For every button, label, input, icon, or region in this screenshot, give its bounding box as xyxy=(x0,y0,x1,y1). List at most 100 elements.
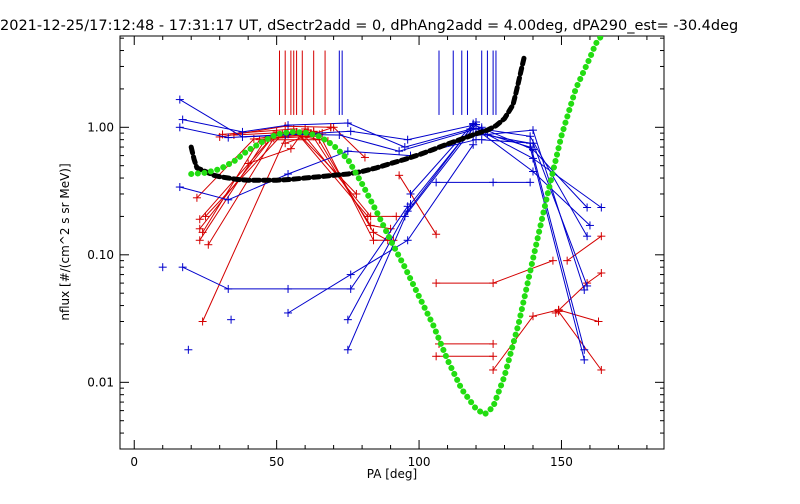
blue-data-point xyxy=(224,195,233,204)
blue-data-point xyxy=(284,121,293,130)
blue-series-line-27 xyxy=(182,119,474,148)
blue-data-point xyxy=(489,178,498,187)
plot-area xyxy=(158,36,606,418)
red-data-point xyxy=(369,228,378,237)
red-series-line-22 xyxy=(558,311,602,371)
y-tick-label: 0.10 xyxy=(87,248,114,262)
blue-data-point xyxy=(175,95,184,104)
blue-data-point xyxy=(343,147,352,156)
blue-data-point xyxy=(343,315,352,324)
blue-data-point xyxy=(284,308,293,317)
blue-data-point xyxy=(403,135,412,144)
red-data-point xyxy=(551,308,560,317)
blue-data-point xyxy=(400,212,409,221)
red-series-line-24 xyxy=(566,235,602,262)
blue-data-point xyxy=(395,147,404,156)
red-data-point xyxy=(395,171,404,180)
x-tick-label: 50 xyxy=(269,455,284,469)
red-data-point xyxy=(432,230,441,239)
red-data-point xyxy=(594,317,603,326)
blue-series-line-31 xyxy=(287,144,474,314)
red-data-point xyxy=(597,365,606,374)
blue-data-point xyxy=(580,355,589,364)
red-data-point xyxy=(192,193,201,202)
red-data-point xyxy=(198,317,207,326)
red-data-point xyxy=(489,352,498,361)
red-data-point xyxy=(392,212,401,221)
red-data-point xyxy=(218,130,227,139)
green-fit-curve xyxy=(188,36,605,418)
blue-data-point xyxy=(238,127,247,136)
blue-series-line-26 xyxy=(179,99,477,141)
blue-data-point xyxy=(406,189,415,198)
blue-data-point xyxy=(597,203,606,212)
blue-data-point xyxy=(224,133,233,142)
y-tick-label: 0.01 xyxy=(87,375,114,389)
red-data-point xyxy=(489,279,498,288)
axes: 0 50 100 150 0.01 0.10 1.00 xyxy=(87,35,665,469)
red-data-point xyxy=(548,256,557,265)
red-data-point xyxy=(432,352,441,361)
y-tick-label: 1.00 xyxy=(87,120,114,134)
blue-data-point xyxy=(227,315,236,324)
blue-data-point xyxy=(284,284,293,293)
red-data-point xyxy=(360,153,369,162)
x-axis-label: PA [deg] xyxy=(367,467,417,481)
x-tick-label: 0 xyxy=(130,455,138,469)
blue-data-point xyxy=(432,178,441,187)
red-data-point xyxy=(326,123,335,132)
blue-data-point xyxy=(158,263,167,272)
blue-data-point xyxy=(528,167,537,176)
x-tick-label: 100 xyxy=(408,455,431,469)
red-data-point xyxy=(201,212,210,221)
red-data-point xyxy=(489,339,498,348)
blue-data-point xyxy=(526,178,535,187)
blue-data-point xyxy=(346,284,355,293)
red-data-point xyxy=(597,232,606,241)
blue-data-point xyxy=(403,236,412,245)
blue-data-point xyxy=(477,135,486,144)
red-data-point xyxy=(195,224,204,233)
red-data-point xyxy=(563,256,572,265)
red-data-point xyxy=(366,212,375,221)
blue-data-point xyxy=(526,132,535,141)
red-series-line-17 xyxy=(398,175,437,235)
red-data-point xyxy=(369,236,378,245)
blue-data-point xyxy=(178,263,187,272)
blue-data-point xyxy=(528,126,537,135)
x-tick-label: 150 xyxy=(550,455,573,469)
blue-data-point xyxy=(175,123,184,132)
blue-data-point xyxy=(346,127,355,136)
y-axis-label: nflux [#/(cm^2 s sr MeV)] xyxy=(58,163,72,320)
red-data-point xyxy=(204,240,213,249)
blue-data-point xyxy=(184,345,193,354)
blue-data-point xyxy=(178,115,187,124)
red-data-point xyxy=(528,312,537,321)
blue-data-point xyxy=(580,285,589,294)
blue-data-point xyxy=(284,170,293,179)
red-data-point xyxy=(286,144,295,153)
blue-data-point xyxy=(583,281,592,290)
blue-data-point xyxy=(583,203,592,212)
chart-title: 2021-12-25/17:12:48 - 17:31:17 UT, dSect… xyxy=(0,18,738,34)
blue-data-point xyxy=(585,221,594,230)
blue-data-point xyxy=(175,183,184,192)
blue-data-point xyxy=(469,140,478,149)
red-data-point xyxy=(281,139,290,148)
blue-data-point xyxy=(343,345,352,354)
blue-data-point xyxy=(346,270,355,279)
red-data-point xyxy=(195,215,204,224)
red-series-line-23 xyxy=(558,309,599,322)
red-data-point xyxy=(432,279,441,288)
blue-data-point xyxy=(335,131,344,140)
red-data-point xyxy=(195,236,204,245)
red-data-point xyxy=(489,365,498,374)
blue-data-point xyxy=(224,284,233,293)
red-data-point xyxy=(597,269,606,278)
blue-data-point xyxy=(343,119,352,128)
blue-data-point xyxy=(403,207,412,216)
blue-data-point xyxy=(583,232,592,241)
red-data-point xyxy=(352,189,361,198)
